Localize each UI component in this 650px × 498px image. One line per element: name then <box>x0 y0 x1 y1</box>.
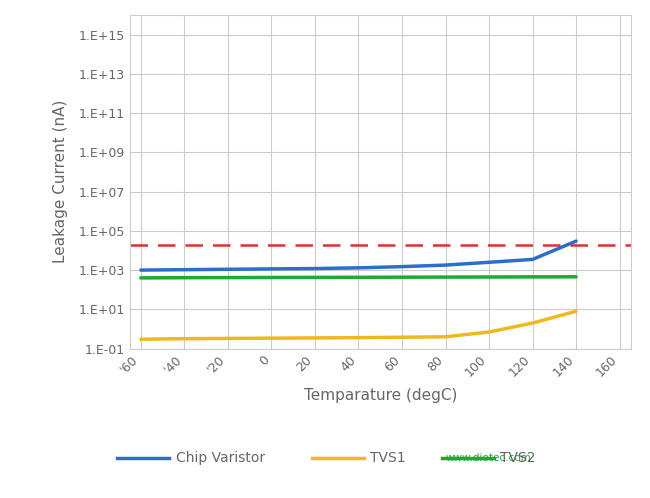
TVS2 <box>572 274 580 280</box>
TVS1 <box>137 336 145 342</box>
Chip Varistor <box>441 262 449 268</box>
TVS2 <box>224 274 232 280</box>
Text: TVS1: TVS1 <box>370 451 406 465</box>
Chip Varistor <box>181 267 188 273</box>
TVS1 <box>355 335 363 341</box>
TVS2 <box>268 274 276 280</box>
Text: Chip Varistor: Chip Varistor <box>176 451 265 465</box>
TVS1 <box>572 308 580 314</box>
Text: www.diotec.com: www.diotec.com <box>445 453 531 463</box>
Chip Varistor <box>224 266 232 272</box>
TVS1 <box>181 336 188 342</box>
TVS1 <box>441 334 449 340</box>
TVS1 <box>398 334 406 340</box>
TVS1 <box>268 335 276 341</box>
X-axis label: Temparature (degC): Temparature (degC) <box>304 388 457 403</box>
TVS1 <box>528 320 536 326</box>
Line: TVS2: TVS2 <box>141 277 576 278</box>
TVS1 <box>311 335 319 341</box>
TVS2 <box>528 274 536 280</box>
TVS1 <box>485 329 493 335</box>
TVS2 <box>355 274 363 280</box>
TVS2 <box>137 275 145 281</box>
TVS2 <box>181 275 188 281</box>
Y-axis label: Leakage Current (nA): Leakage Current (nA) <box>53 100 68 263</box>
Chip Varistor <box>485 259 493 265</box>
Chip Varistor <box>311 265 319 271</box>
TVS2 <box>441 274 449 280</box>
TVS2 <box>398 274 406 280</box>
Text: TVS2: TVS2 <box>500 451 536 465</box>
Chip Varistor <box>572 238 580 244</box>
Line: TVS1: TVS1 <box>141 311 576 339</box>
Chip Varistor <box>268 266 276 272</box>
Chip Varistor <box>137 267 145 273</box>
Line: Chip Varistor: Chip Varistor <box>141 241 576 270</box>
TVS2 <box>311 274 319 280</box>
TVS1 <box>224 336 232 342</box>
Chip Varistor <box>355 265 363 271</box>
Chip Varistor <box>398 263 406 269</box>
TVS2 <box>485 274 493 280</box>
Chip Varistor <box>528 256 536 262</box>
